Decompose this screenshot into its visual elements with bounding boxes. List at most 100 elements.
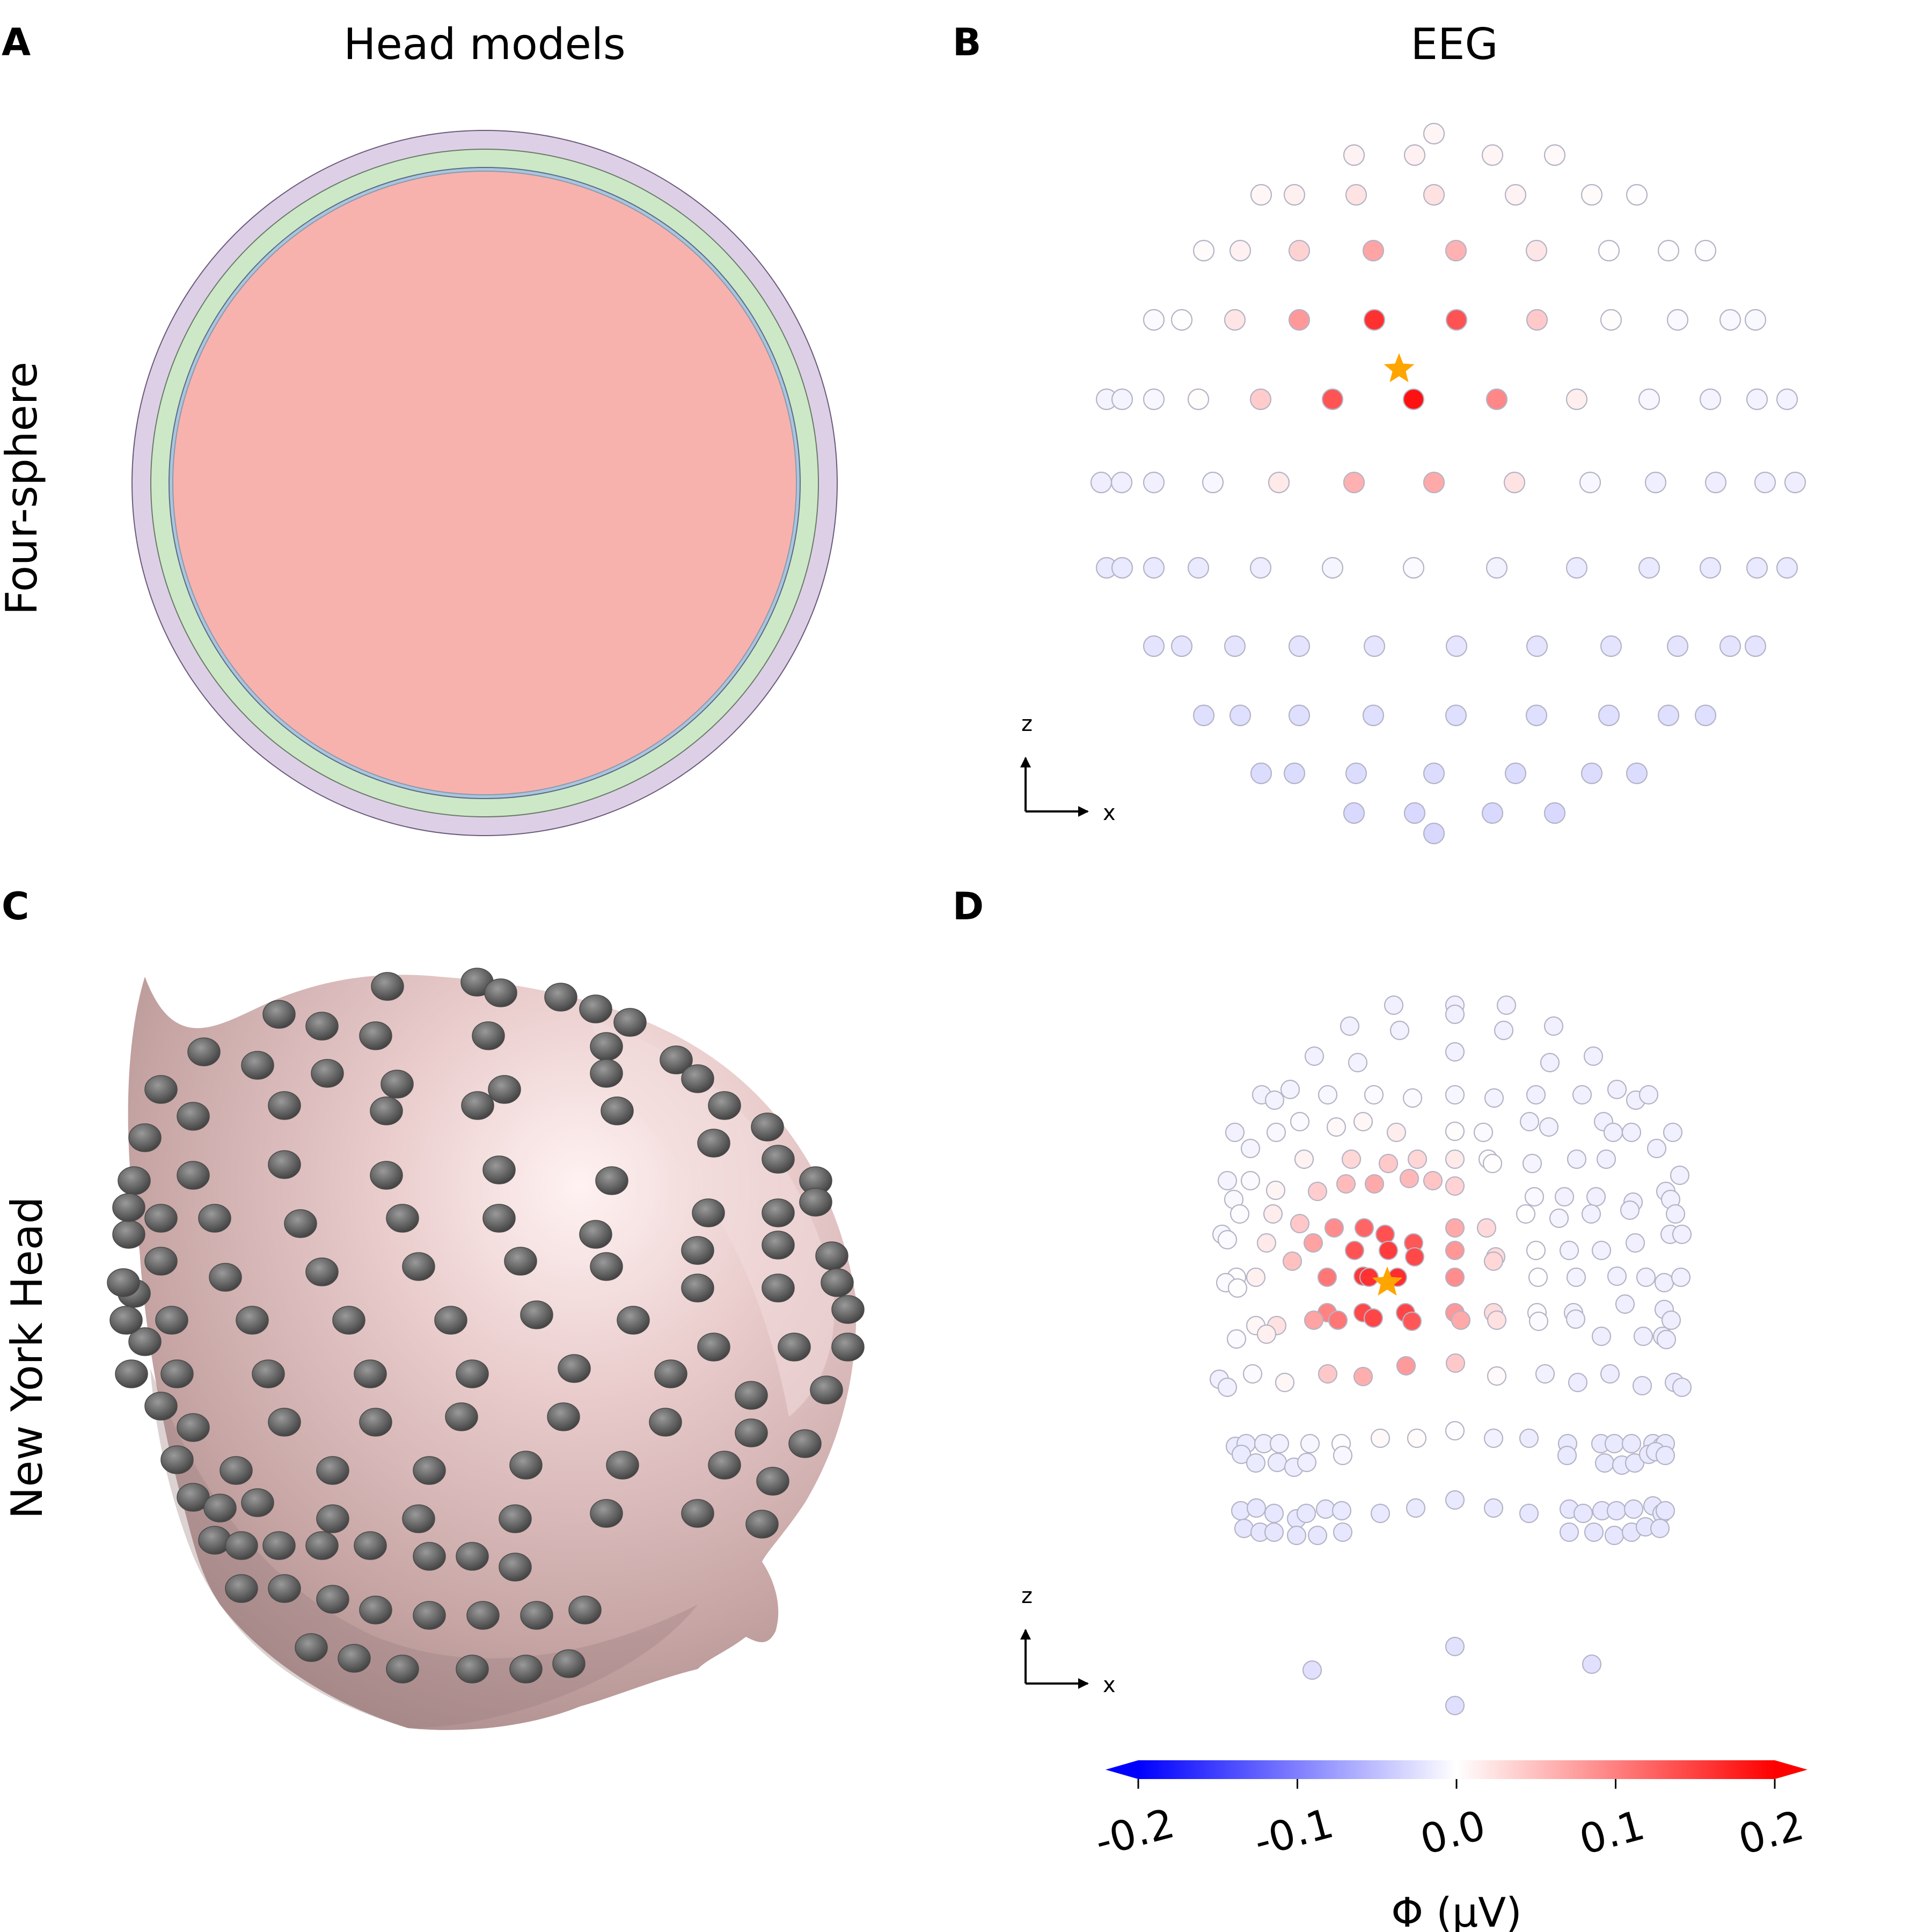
eeg-electrode [1620,1200,1640,1220]
head-electrode [338,1644,371,1673]
head-electrode [144,1392,178,1421]
eeg-electrode [1543,1016,1564,1036]
colorbar-tick-label: -0.2 [1090,1799,1179,1865]
eeg-electrode [1445,309,1468,331]
eeg-electrode [1565,557,1588,579]
eeg-electrode [1557,1445,1577,1466]
eeg-electrode [1240,1170,1261,1191]
colorbar-tick-label: 0.1 [1575,1801,1650,1864]
eeg-electrode [1275,1372,1295,1393]
eeg-electrode [1363,635,1386,657]
head-electrodes [107,968,865,1684]
head-electrode [402,1252,435,1281]
eeg-electrode [1170,309,1193,331]
head-electrode [654,1359,687,1388]
eeg-electrode [1304,1046,1324,1066]
head-electrode [177,1161,210,1190]
eeg-electrode [1187,388,1210,411]
head-electrode [762,1145,795,1174]
eeg-electrode [1264,1090,1285,1110]
eeg-electrode [1340,1016,1360,1036]
eeg-electrode [1633,1326,1653,1346]
eeg-electrode [1580,762,1603,785]
head-electrode [660,1045,693,1074]
head-electrode [160,1445,194,1474]
eeg-electrode [1566,1267,1586,1287]
head-electrode [708,1451,741,1480]
head-electrode [402,1504,435,1533]
head-electrode [316,1456,349,1485]
head-electrode [509,1451,543,1480]
eeg-electrode [1485,388,1508,411]
head-electrode [601,1096,634,1125]
eeg-electrode [1363,1308,1384,1328]
eeg-electrode [1623,1499,1644,1519]
eeg-electrode [1403,144,1426,166]
eeg-electrode [1776,557,1798,579]
eeg-electrode [1445,635,1468,657]
eeg-electrode [1402,388,1425,411]
head-electrode [370,1161,403,1190]
head-electrode [697,1333,730,1362]
eeg-electrode [1603,1122,1623,1143]
eeg-electrode [1598,704,1620,727]
eeg-electrode [1143,635,1165,657]
eeg-electrode [1234,1518,1254,1539]
eeg-electrode [1343,471,1365,494]
eeg-electrode [1423,471,1445,494]
eeg-electrode [1317,1267,1337,1287]
eeg-electrode [1654,1272,1674,1293]
eeg-electrode [1591,1326,1612,1346]
eeg-electrode [1256,1233,1277,1253]
colorbar: -0.2 -0.1 0.0 0.1 0.2 Φ (μV) [1090,1760,1809,1932]
head-electrode [649,1408,682,1437]
column-title-eeg: EEG [1410,19,1498,69]
eeg-electrode [1719,635,1741,657]
eeg-electrode [1250,184,1272,206]
eeg-electrode [1192,239,1215,262]
column-title-head-models: Head models [343,19,625,69]
eeg-electrode [1445,1218,1465,1238]
eeg-electrode [1300,1433,1320,1454]
eeg-electrode [1333,1445,1353,1466]
eeg-electrode [1403,802,1426,824]
eeg-electrode [1217,1377,1238,1397]
eeg-electrode [1632,1375,1652,1396]
eeg-electrode [1267,1452,1287,1473]
head-electrode [370,1096,403,1125]
eeg-electrode [1483,1498,1504,1518]
source-star-b [1384,353,1415,383]
eeg-electrode [1526,635,1548,657]
eeg-electrode [1638,557,1660,579]
eeg-electrode [1754,471,1776,494]
four-sphere-eeg-electrodes [1090,122,1806,845]
head-electrode [504,1247,537,1276]
head-electrode [144,1247,178,1276]
eeg-electrode [1321,388,1344,411]
eeg-electrode [1364,1174,1385,1194]
eeg-electrode [1240,1138,1261,1159]
eeg-electrode [1344,1240,1365,1261]
eeg-electrode [1657,239,1680,262]
eeg-electrode [1249,388,1272,411]
eeg-electrode [1264,1503,1284,1524]
head-electrode [681,1499,714,1528]
eeg-electrode [1524,1187,1545,1207]
eeg-electrode [1600,309,1622,331]
eeg-electrode [1519,1111,1540,1132]
eeg-electrode [1586,1187,1606,1207]
eeg-electrode [1343,144,1365,166]
head-face-highlight [590,1020,835,1417]
eeg-electrode [1331,1501,1352,1521]
eeg-electrode [1672,1377,1692,1397]
eeg-electrode [1290,1111,1310,1132]
eeg-electrode [1445,1636,1465,1657]
head-electrode [488,1075,521,1104]
eeg-electrode [1445,704,1467,727]
head-electrode [778,1333,811,1362]
eeg-electrode [1283,184,1306,206]
eeg-electrode [1445,239,1467,262]
eeg-electrode [1539,1117,1559,1137]
eeg-electrode [1565,1309,1586,1329]
eeg-electrode [1671,1267,1691,1287]
